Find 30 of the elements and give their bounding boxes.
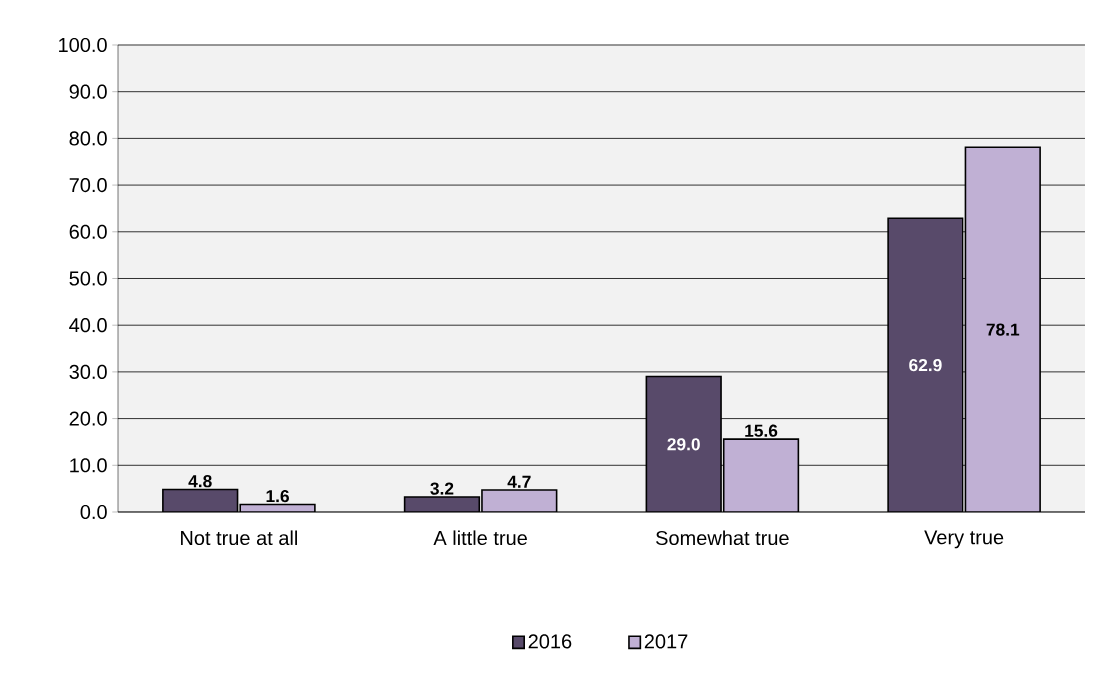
legend-label: 2017 bbox=[644, 634, 688, 649]
data-label: 4.7 bbox=[507, 475, 531, 488]
legend-label: 2016 bbox=[528, 634, 572, 649]
data-label: 3.2 bbox=[430, 482, 454, 495]
x-tick-label: Not true at all bbox=[181, 530, 297, 546]
data-label: 1.6 bbox=[266, 489, 289, 503]
x-tick-label: A little true bbox=[433, 530, 527, 546]
x-tick-label: Somewhat true bbox=[656, 530, 789, 546]
y-tick-label: 60.0 bbox=[69, 224, 107, 239]
bar bbox=[645, 375, 722, 512]
y-tick-label: 50.0 bbox=[69, 271, 107, 286]
y-tick-label: 100.0 bbox=[59, 37, 107, 53]
bar bbox=[722, 438, 800, 512]
bar bbox=[964, 146, 1041, 512]
y-tick-label: 0.0 bbox=[80, 504, 107, 520]
y-tick-label: 20.0 bbox=[69, 411, 107, 426]
y-tick-label: 40.0 bbox=[69, 318, 107, 333]
data-label: 62.9 bbox=[909, 358, 942, 372]
data-label: 29.0 bbox=[667, 438, 700, 451]
y-tick-label: 90.0 bbox=[69, 84, 107, 99]
y-tick-label: 70.0 bbox=[69, 178, 107, 193]
data-label: 15.6 bbox=[745, 424, 778, 437]
y-tick-label: 30.0 bbox=[69, 364, 107, 379]
data-label: 4.8 bbox=[188, 475, 212, 488]
bar bbox=[887, 217, 964, 512]
y-tick-label: 80.0 bbox=[69, 131, 107, 146]
data-label: 78.1 bbox=[986, 323, 1020, 336]
x-tick-label: Very true bbox=[924, 530, 1004, 549]
y-tick-label: 10.0 bbox=[70, 458, 107, 473]
bar bbox=[162, 488, 239, 512]
